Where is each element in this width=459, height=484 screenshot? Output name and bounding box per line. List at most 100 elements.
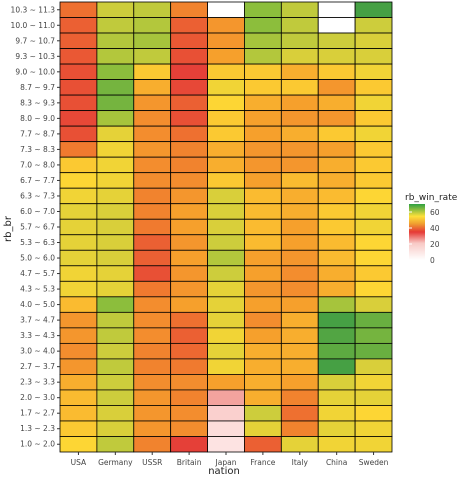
y-tick-label: 5.3 ~ 6.3 xyxy=(20,238,55,247)
legend-title: rb_win_rate xyxy=(405,193,458,203)
x-tick-label: China xyxy=(326,458,347,467)
heatmap-cell xyxy=(207,327,245,344)
y-tick-label: 3.7 ~ 4.7 xyxy=(20,316,55,325)
heatmap-cell xyxy=(170,48,208,65)
x-tick-label: Italy xyxy=(292,458,309,467)
y-tick-label: 5.0 ~ 6.0 xyxy=(20,254,55,263)
heatmap-cell xyxy=(317,374,356,391)
heatmap-cell xyxy=(96,280,135,298)
heatmap-cell xyxy=(96,17,135,34)
heatmap-cell xyxy=(170,172,208,189)
heatmap-cell xyxy=(96,342,135,360)
heatmap-cell xyxy=(170,32,208,49)
heatmap-cell xyxy=(280,63,319,80)
x-tick-label: Japan xyxy=(215,458,237,467)
heatmap-cell xyxy=(133,172,172,189)
heatmap-cell xyxy=(207,296,245,313)
heatmap-cell xyxy=(244,327,282,344)
heatmap-cell xyxy=(354,311,393,329)
y-tick-label: 7.3 ~ 8.3 xyxy=(20,145,55,154)
heatmap-cell xyxy=(133,94,172,112)
heatmap-cell xyxy=(133,141,172,158)
heatmap-cell xyxy=(354,94,393,112)
heatmap-cell xyxy=(317,17,356,34)
heatmap-cell xyxy=(280,265,319,282)
heatmap-cell xyxy=(170,342,208,360)
heatmap-cell xyxy=(280,218,319,236)
heatmap-cell xyxy=(244,218,282,236)
heatmap-cell xyxy=(244,203,282,220)
heatmap-cell xyxy=(59,296,98,313)
legend-tick-label: 60 xyxy=(430,208,440,217)
heatmap-cell xyxy=(317,280,356,298)
heatmap-cell xyxy=(96,63,135,80)
heatmap-cell xyxy=(280,172,319,189)
heatmap-cell xyxy=(59,141,98,158)
legend-tick-label: 0 xyxy=(430,256,435,265)
heatmap-cell xyxy=(133,296,172,313)
heatmap-cell xyxy=(59,327,98,344)
heatmap-cell xyxy=(133,265,172,282)
heatmap-cell xyxy=(244,358,282,375)
heatmap-cell xyxy=(59,311,98,329)
y-tick-label: 2.0 ~ 3.0 xyxy=(20,393,55,402)
heatmap-cell xyxy=(317,436,356,453)
heatmap-cell xyxy=(354,32,393,49)
heatmap-cell xyxy=(170,296,208,313)
heatmap-cell xyxy=(244,342,282,360)
heatmap-cell xyxy=(317,327,356,344)
heatmap-cell xyxy=(133,311,172,329)
heatmap-cell xyxy=(170,405,208,422)
y-tick-label: 2.3 ~ 3.3 xyxy=(20,378,55,387)
heatmap-cell xyxy=(280,311,319,329)
heatmap-cell xyxy=(170,94,208,112)
heatmap-cell xyxy=(170,203,208,220)
heatmap-cell xyxy=(59,218,98,236)
heatmap-cell xyxy=(317,296,356,313)
heatmap-cell xyxy=(59,32,98,49)
heatmap-cell xyxy=(96,420,135,437)
heatmap-cell xyxy=(244,249,282,267)
heatmap-cell xyxy=(96,405,135,422)
heatmap-cell xyxy=(354,280,393,298)
heatmap-cell xyxy=(354,48,393,65)
heatmap-cell xyxy=(96,358,135,375)
heatmap-cell xyxy=(133,342,172,360)
heatmap-cell xyxy=(207,1,245,18)
heatmap-cell xyxy=(59,280,98,298)
heatmap-cell xyxy=(133,436,172,453)
heatmap-cell xyxy=(317,48,356,65)
heatmap-cell xyxy=(96,32,135,49)
heatmap-cell xyxy=(170,218,208,236)
heatmap-cell xyxy=(170,156,208,174)
heatmap-cell xyxy=(207,280,245,298)
heatmap-cell xyxy=(317,125,356,143)
y-tick-label: 9.3 ~ 10.3 xyxy=(15,52,55,61)
heatmap-cell xyxy=(133,280,172,298)
heatmap-cell xyxy=(280,79,319,96)
heatmap-cell xyxy=(354,110,393,127)
heatmap-cell xyxy=(244,125,282,143)
heatmap-cell xyxy=(207,420,245,437)
heatmap-cell xyxy=(170,280,208,298)
heatmap-cell xyxy=(280,358,319,375)
heatmap-cell xyxy=(317,94,356,112)
heatmap-cell xyxy=(59,156,98,174)
heatmap-cell xyxy=(317,79,356,96)
heatmap-cell xyxy=(317,110,356,127)
heatmap-cell xyxy=(280,203,319,220)
heatmap-cell xyxy=(133,405,172,422)
heatmap-cell xyxy=(170,265,208,282)
heatmap-cell xyxy=(59,63,98,80)
heatmap-cells xyxy=(59,1,393,453)
heatmap-cell xyxy=(207,32,245,49)
heatmap-cell xyxy=(96,172,135,189)
heatmap-cell xyxy=(244,63,282,80)
heatmap-cell xyxy=(354,203,393,220)
y-axis-title: rb_br xyxy=(3,215,14,242)
heatmap-cell xyxy=(59,265,98,282)
heatmap-cell xyxy=(354,342,393,360)
heatmap-cell xyxy=(170,187,208,205)
heatmap-cell xyxy=(317,342,356,360)
